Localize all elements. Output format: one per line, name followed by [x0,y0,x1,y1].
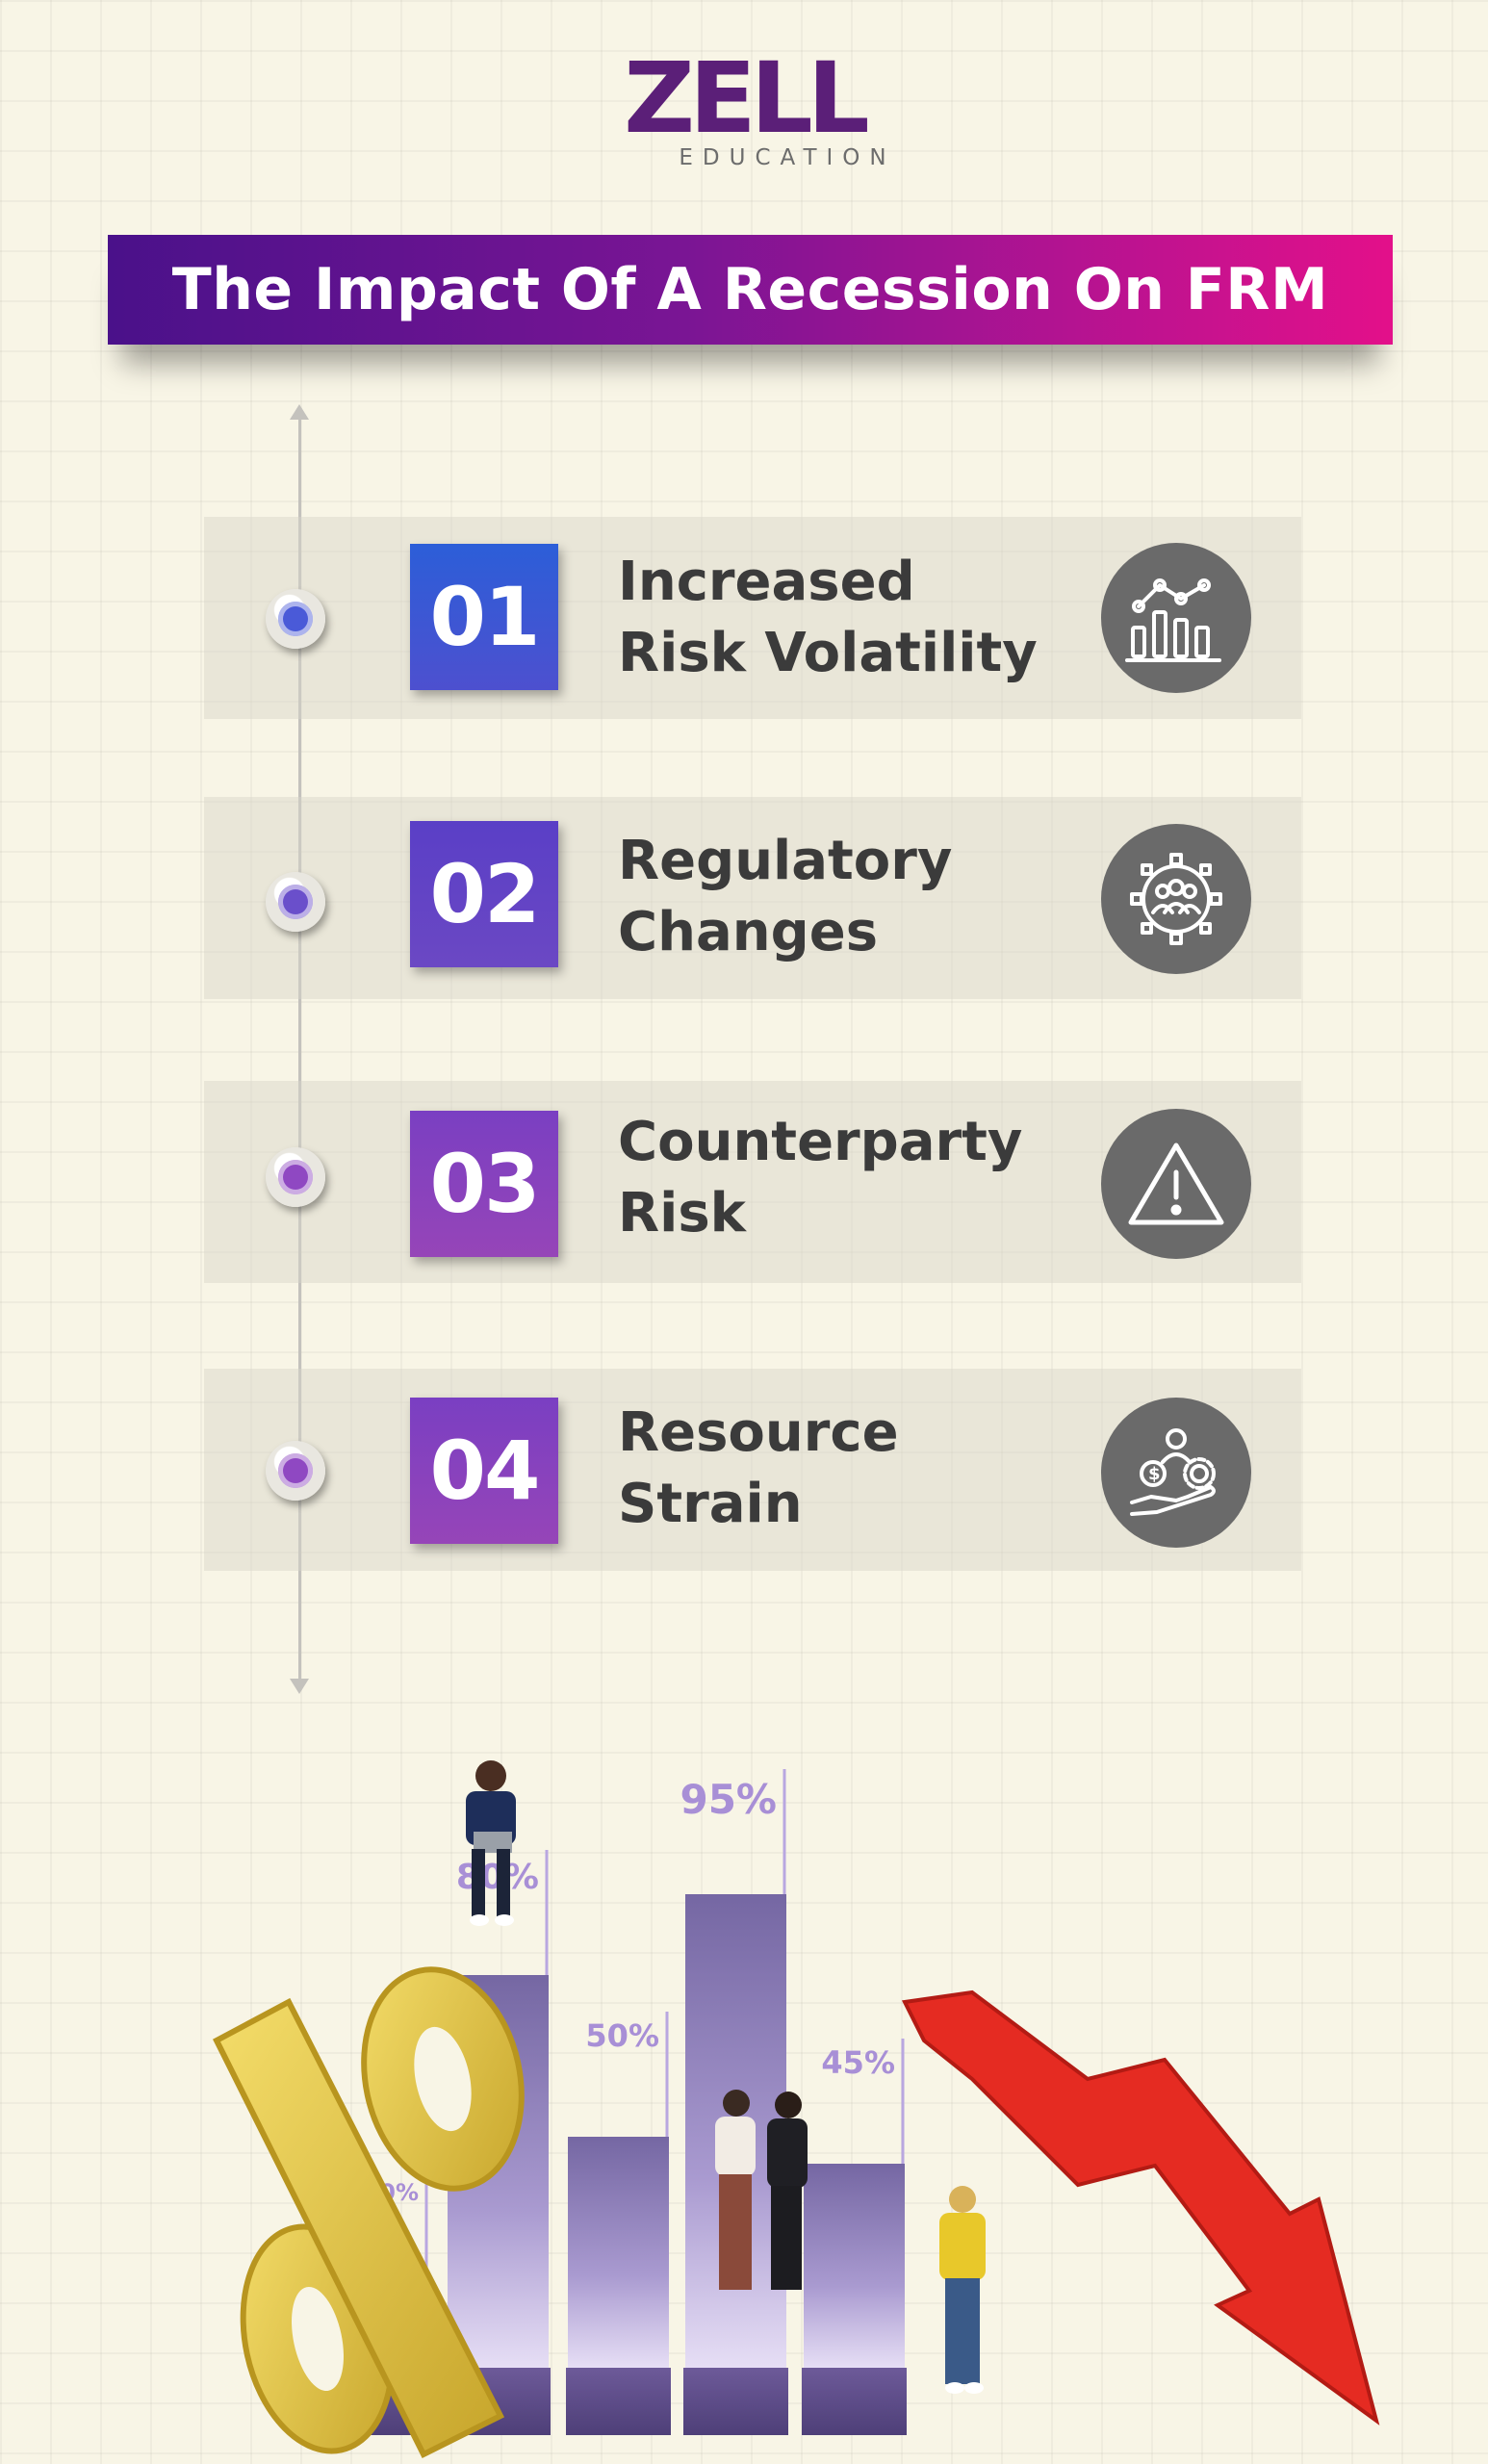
item-number: 02 [429,847,541,941]
logo-word: ZELL [624,41,870,156]
item-title-1: Increased Risk Volatility [618,547,1118,689]
hand-money-gear-icon: $ [1101,1398,1251,1548]
item-title-line2: Changes [618,901,879,963]
bar-base-3 [566,2368,671,2435]
item-title-4: Resource Strain [618,1398,1118,1540]
number-box-2: 02 [410,821,558,967]
bar-value-label-3: 50% [585,2017,659,2054]
bar-value-label-4: 95% [680,1776,777,1823]
item-number: 04 [429,1424,541,1518]
number-box-4: 04 [410,1398,558,1544]
bar-chart: 20%80%50%95%45% [213,1760,1380,2459]
bar-3 [568,2137,669,2368]
timeline-dot-4 [266,1441,325,1501]
item-title-line1: Regulatory [618,830,953,892]
number-box-3: 03 [410,1111,558,1257]
warning-triangle-icon [1101,1109,1251,1259]
logo: ZELL EDUCATION [0,41,1488,171]
woman-with-tablet [939,2186,986,2394]
timeline-dot-1 [266,589,325,649]
number-box-1: 01 [410,544,558,690]
timeline-line [298,412,301,1682]
item-title-line2: Strain [618,1473,803,1535]
page-title: The Impact Of A Recession On FRM [171,256,1329,323]
timeline-arrow-up-icon [290,404,309,420]
gear-people-icon [1101,824,1251,974]
trend-down-arrow-icon [901,1989,1380,2426]
timeline-dot-3 [266,1147,325,1207]
item-title-3: Counterparty Risk [618,1107,1118,1249]
bar-value-label-5: 45% [821,2044,895,2081]
item-title-line1: Resource [618,1401,899,1464]
item-title-line1: Counterparty [618,1111,1023,1173]
item-title-line2: Risk Volatility [618,622,1038,684]
bar-base-4 [683,2368,788,2435]
percent-symbol-icon [213,1966,525,2459]
item-title-2: Regulatory Changes [618,826,1118,968]
two-women-talking [715,2090,808,2290]
bar-5 [804,2164,905,2368]
person-sitting-laptop [466,1760,516,1926]
item-number: 03 [429,1137,541,1231]
bar-chart-trend-icon [1101,543,1251,693]
logo-subtitle: EDUCATION [679,145,896,170]
title-banner: The Impact Of A Recession On FRM [108,235,1393,345]
bar-base-5 [802,2368,907,2435]
item-number: 01 [429,570,541,664]
svg-text:$: $ [1148,1464,1161,1484]
item-title-line1: Increased [618,551,915,613]
timeline-dot-2 [266,872,325,932]
item-title-line2: Risk [618,1182,746,1245]
timeline-arrow-down-icon [290,1679,309,1694]
